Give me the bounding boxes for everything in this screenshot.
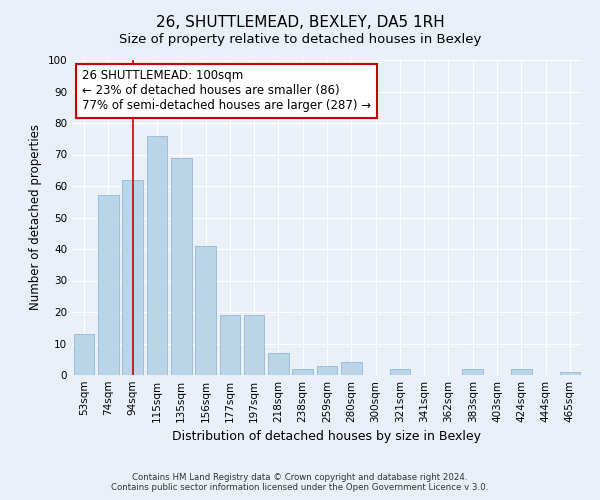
- Bar: [389, 368, 410, 375]
- Text: 26 SHUTTLEMEAD: 100sqm
← 23% of detached houses are smaller (86)
77% of semi-det: 26 SHUTTLEMEAD: 100sqm ← 23% of detached…: [82, 70, 371, 112]
- Bar: [268, 353, 289, 375]
- Text: Contains HM Land Registry data © Crown copyright and database right 2024.
Contai: Contains HM Land Registry data © Crown c…: [112, 473, 488, 492]
- Bar: [122, 180, 143, 375]
- Bar: [98, 196, 119, 375]
- Bar: [220, 315, 240, 375]
- X-axis label: Distribution of detached houses by size in Bexley: Distribution of detached houses by size …: [173, 430, 482, 444]
- Bar: [292, 368, 313, 375]
- Bar: [171, 158, 191, 375]
- Bar: [195, 246, 216, 375]
- Bar: [146, 136, 167, 375]
- Text: Size of property relative to detached houses in Bexley: Size of property relative to detached ho…: [119, 32, 481, 46]
- Bar: [463, 368, 483, 375]
- Bar: [341, 362, 362, 375]
- Bar: [317, 366, 337, 375]
- Bar: [511, 368, 532, 375]
- Bar: [560, 372, 580, 375]
- Y-axis label: Number of detached properties: Number of detached properties: [29, 124, 42, 310]
- Text: 26, SHUTTLEMEAD, BEXLEY, DA5 1RH: 26, SHUTTLEMEAD, BEXLEY, DA5 1RH: [155, 15, 445, 30]
- Bar: [74, 334, 94, 375]
- Bar: [244, 315, 265, 375]
